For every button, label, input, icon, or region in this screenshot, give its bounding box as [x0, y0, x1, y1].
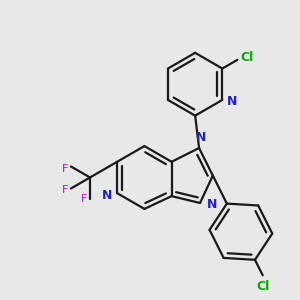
Text: Cl: Cl — [240, 51, 254, 64]
Text: N: N — [102, 189, 112, 202]
Text: Cl: Cl — [256, 280, 269, 293]
Text: N: N — [196, 131, 206, 144]
Text: F: F — [61, 164, 68, 174]
Text: N: N — [207, 199, 217, 212]
Text: F: F — [81, 194, 87, 205]
Text: F: F — [61, 185, 68, 195]
Text: N: N — [227, 95, 238, 108]
